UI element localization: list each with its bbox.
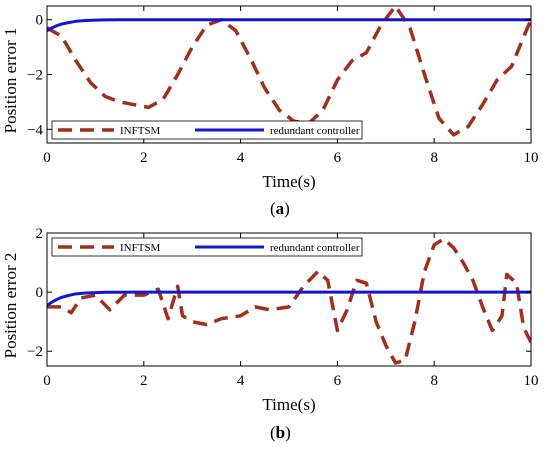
caption-close: ) [285,423,291,442]
caption-letter: b [276,423,285,442]
y-tick-label: −4 [27,122,43,138]
panel-caption: (b) [270,423,291,442]
x-axis-label: Time(s) [262,172,315,191]
y-tick-label: −2 [27,68,43,84]
series-line-0 [47,237,531,365]
caption-close: ) [284,199,290,218]
caption-open: ( [270,199,276,218]
x-tick-label: 8 [430,373,438,389]
x-tick-label: 8 [430,150,438,166]
series-line-1 [47,290,531,307]
y-tick-label: 0 [36,285,44,301]
x-tick-label: 6 [334,150,342,166]
series-line-1 [47,18,531,32]
y-axis-label: Position error 1 [1,28,20,134]
y-axis-label: Position error 2 [1,253,20,359]
x-tick-label: 0 [43,373,51,389]
panel-b [46,232,532,367]
caption-open: ( [270,423,276,442]
x-tick-label: 2 [140,373,148,389]
legend-label-1: redundant controller [270,242,360,254]
x-tick-label: 10 [524,150,539,166]
y-tick-label: 2 [36,226,44,242]
y-tick-label: −2 [27,344,43,360]
legend-label-0: INFTSM [120,242,161,254]
x-tick-label: 2 [140,150,148,166]
x-axis-label: Time(s) [262,395,315,414]
x-tick-label: 10 [524,373,539,389]
x-tick-label: 0 [43,150,51,166]
series-line-0 [47,6,531,137]
series-group [47,237,531,365]
panel-caption: (a) [270,199,290,218]
plot-frame [46,232,532,367]
x-tick-label: 4 [237,373,245,389]
legend-label-0: INFTSM [120,125,161,137]
legend-label-1: redundant controller [270,125,360,137]
panel-a [46,5,532,144]
x-tick-label: 6 [334,373,342,389]
y-tick-label: 0 [36,13,44,29]
series-group [47,6,531,137]
x-tick-label: 4 [237,150,245,166]
caption-letter: a [276,199,285,218]
